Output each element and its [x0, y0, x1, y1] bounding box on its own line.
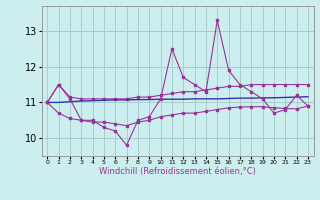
X-axis label: Windchill (Refroidissement éolien,°C): Windchill (Refroidissement éolien,°C): [99, 167, 256, 176]
